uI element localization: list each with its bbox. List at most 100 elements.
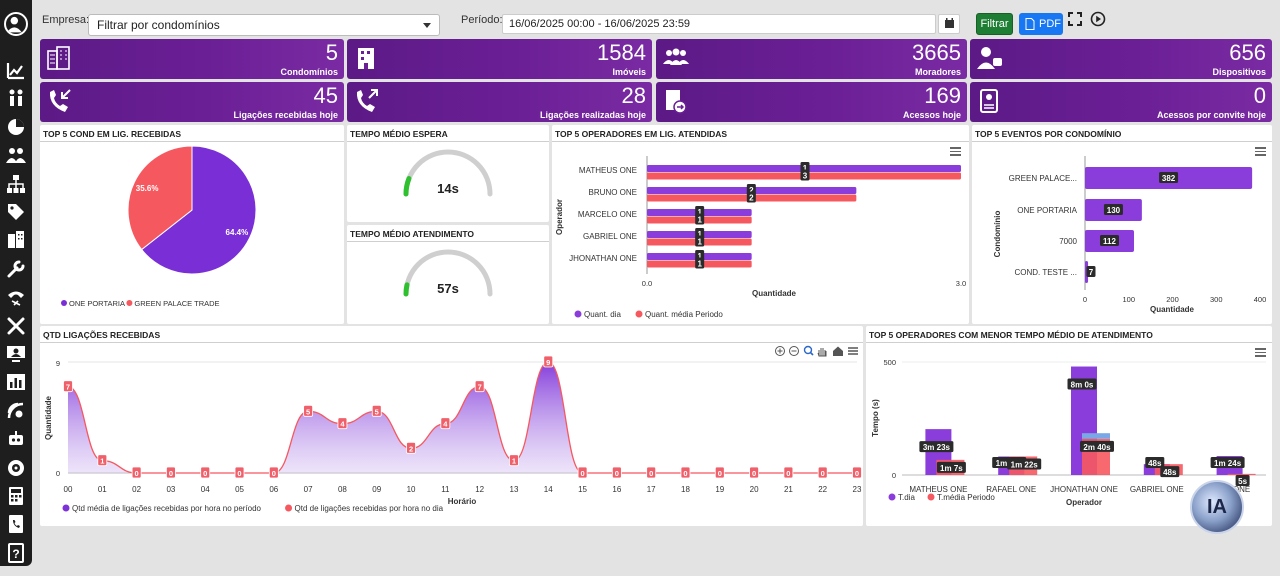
phone-book-icon[interactable] <box>6 514 26 534</box>
dashboard-chart-icon[interactable] <box>6 60 26 80</box>
data-point[interactable] <box>543 355 554 368</box>
data-point[interactable] <box>406 441 416 454</box>
kpi-label: Condomínios <box>280 67 339 77</box>
phone-icon[interactable] <box>6 287 26 307</box>
data-point[interactable] <box>131 466 142 479</box>
legend-marker[interactable] <box>927 493 935 501</box>
data-label: 7 <box>478 383 482 392</box>
x-tick-label: 10 <box>407 485 416 494</box>
data-point[interactable] <box>646 466 657 479</box>
data-point[interactable] <box>63 380 73 393</box>
pie-icon[interactable] <box>6 117 26 137</box>
bar[interactable] <box>1227 473 1256 475</box>
calculator-icon[interactable] <box>6 486 26 506</box>
y-tick-label: 9 <box>56 359 60 368</box>
robot-icon[interactable] <box>6 429 26 449</box>
gauge-fill <box>403 282 410 297</box>
data-point[interactable] <box>474 380 485 393</box>
hierarchy-icon[interactable] <box>6 174 26 194</box>
pdf-button[interactable]: PDF <box>1019 13 1063 35</box>
legend-marker[interactable] <box>285 504 293 512</box>
periodo-value: 16/06/2025 00:00 - 16/06/2025 23:59 <box>509 18 691 30</box>
zoom-in-icon[interactable] <box>775 346 785 356</box>
legend-marker[interactable] <box>574 310 582 318</box>
search-zoom-icon[interactable] <box>803 345 814 356</box>
play-icon[interactable] <box>1090 11 1106 27</box>
chart-menu-icon[interactable] <box>1255 147 1266 156</box>
data-point[interactable] <box>337 417 348 430</box>
kpi-card: 0 Acessos por convite hoje <box>970 82 1272 122</box>
tag-icon[interactable] <box>6 202 26 222</box>
bar-label-bg <box>1160 466 1180 478</box>
area-series-media[interactable] <box>68 362 857 473</box>
x-tick-label: 13 <box>510 485 519 494</box>
data-point[interactable] <box>303 404 314 417</box>
monitor-user-icon[interactable] <box>6 344 26 364</box>
data-point[interactable] <box>680 466 691 479</box>
legend-entry: GREEN PALACE TRADE <box>134 299 219 308</box>
bar-label: 2m 40s <box>1083 443 1111 452</box>
chart-menu-icon[interactable] <box>950 147 961 156</box>
panel-tempo-atendimento: TEMPO MÉDIO ATENDIMENTO 57s <box>347 225 549 324</box>
pie-slice[interactable] <box>127 145 193 251</box>
data-point[interactable] <box>371 404 382 417</box>
calendar-button[interactable] <box>938 14 960 34</box>
chart-menu-icon[interactable] <box>1255 348 1266 357</box>
filtrar-button[interactable]: Filtrar <box>976 13 1013 35</box>
data-label: 2 <box>409 444 413 453</box>
users-icon[interactable] <box>6 145 26 165</box>
data-label: 0 <box>169 469 173 478</box>
data-point[interactable] <box>611 466 622 479</box>
legend-marker[interactable] <box>635 310 643 318</box>
bar-report-icon[interactable] <box>6 372 26 392</box>
people-icon[interactable] <box>6 88 26 108</box>
x-tick-label: 22 <box>818 485 827 494</box>
data-point[interactable] <box>817 466 828 479</box>
data-point[interactable] <box>200 466 211 479</box>
data-point[interactable] <box>714 466 725 479</box>
satellite-icon[interactable] <box>6 401 26 421</box>
periodo-input[interactable]: 16/06/2025 00:00 - 16/06/2025 23:59 <box>502 14 936 34</box>
data-point[interactable] <box>166 466 176 479</box>
empresa-select[interactable]: Filtrar por condomínios <box>88 14 440 36</box>
legend-marker[interactable] <box>62 504 70 512</box>
zoom-out-icon[interactable] <box>789 346 799 356</box>
x-tick-label: 15 <box>578 485 587 494</box>
legend-marker[interactable] <box>888 493 896 501</box>
help-icon[interactable]: ? <box>6 542 26 563</box>
fullscreen-icon[interactable] <box>1068 12 1082 26</box>
data-point[interactable] <box>97 454 108 467</box>
data-point[interactable] <box>440 417 451 430</box>
y-tick-label: 0 <box>56 469 60 478</box>
user-device-icon <box>976 45 1004 71</box>
chart-menu-icon[interactable] <box>848 347 858 355</box>
disc-icon[interactable] <box>6 458 26 478</box>
data-point[interactable] <box>749 466 759 479</box>
data-point[interactable] <box>577 466 588 479</box>
pie-slice[interactable] <box>140 145 257 275</box>
ia-assistant-logo[interactable]: IA <box>1190 480 1244 534</box>
data-point[interactable] <box>234 466 245 479</box>
y-tick-label: GREEN PALACE... <box>1009 174 1077 183</box>
data-point[interactable] <box>268 466 279 479</box>
bar-label: 1 <box>803 164 808 173</box>
home-icon[interactable] <box>833 346 843 357</box>
data-point[interactable] <box>509 454 519 467</box>
x-tick-label: 00 <box>64 485 73 494</box>
user-avatar-icon[interactable] <box>4 12 28 36</box>
gauge-value: 57s <box>437 281 459 296</box>
legend-marker[interactable] <box>61 300 67 306</box>
y-tick-label: 7000 <box>1059 237 1077 246</box>
wrench-icon[interactable] <box>6 259 26 279</box>
legend-marker[interactable] <box>126 300 133 306</box>
bar-label-bg <box>936 461 966 473</box>
data-point[interactable] <box>852 466 862 479</box>
tools-icon[interactable] <box>6 316 26 336</box>
data-point[interactable] <box>783 466 794 479</box>
building-icon[interactable] <box>6 230 26 250</box>
legend-entry: Quant. média Periodo <box>645 310 723 319</box>
x-axis-label: Operador <box>1066 498 1102 507</box>
bar-label-bg <box>1103 204 1123 215</box>
pan-hand-icon[interactable] <box>817 348 827 357</box>
panel-top5-operadores: TOP 5 OPERADORES EM LIG. ATENDIDAS MATHE… <box>552 125 969 324</box>
